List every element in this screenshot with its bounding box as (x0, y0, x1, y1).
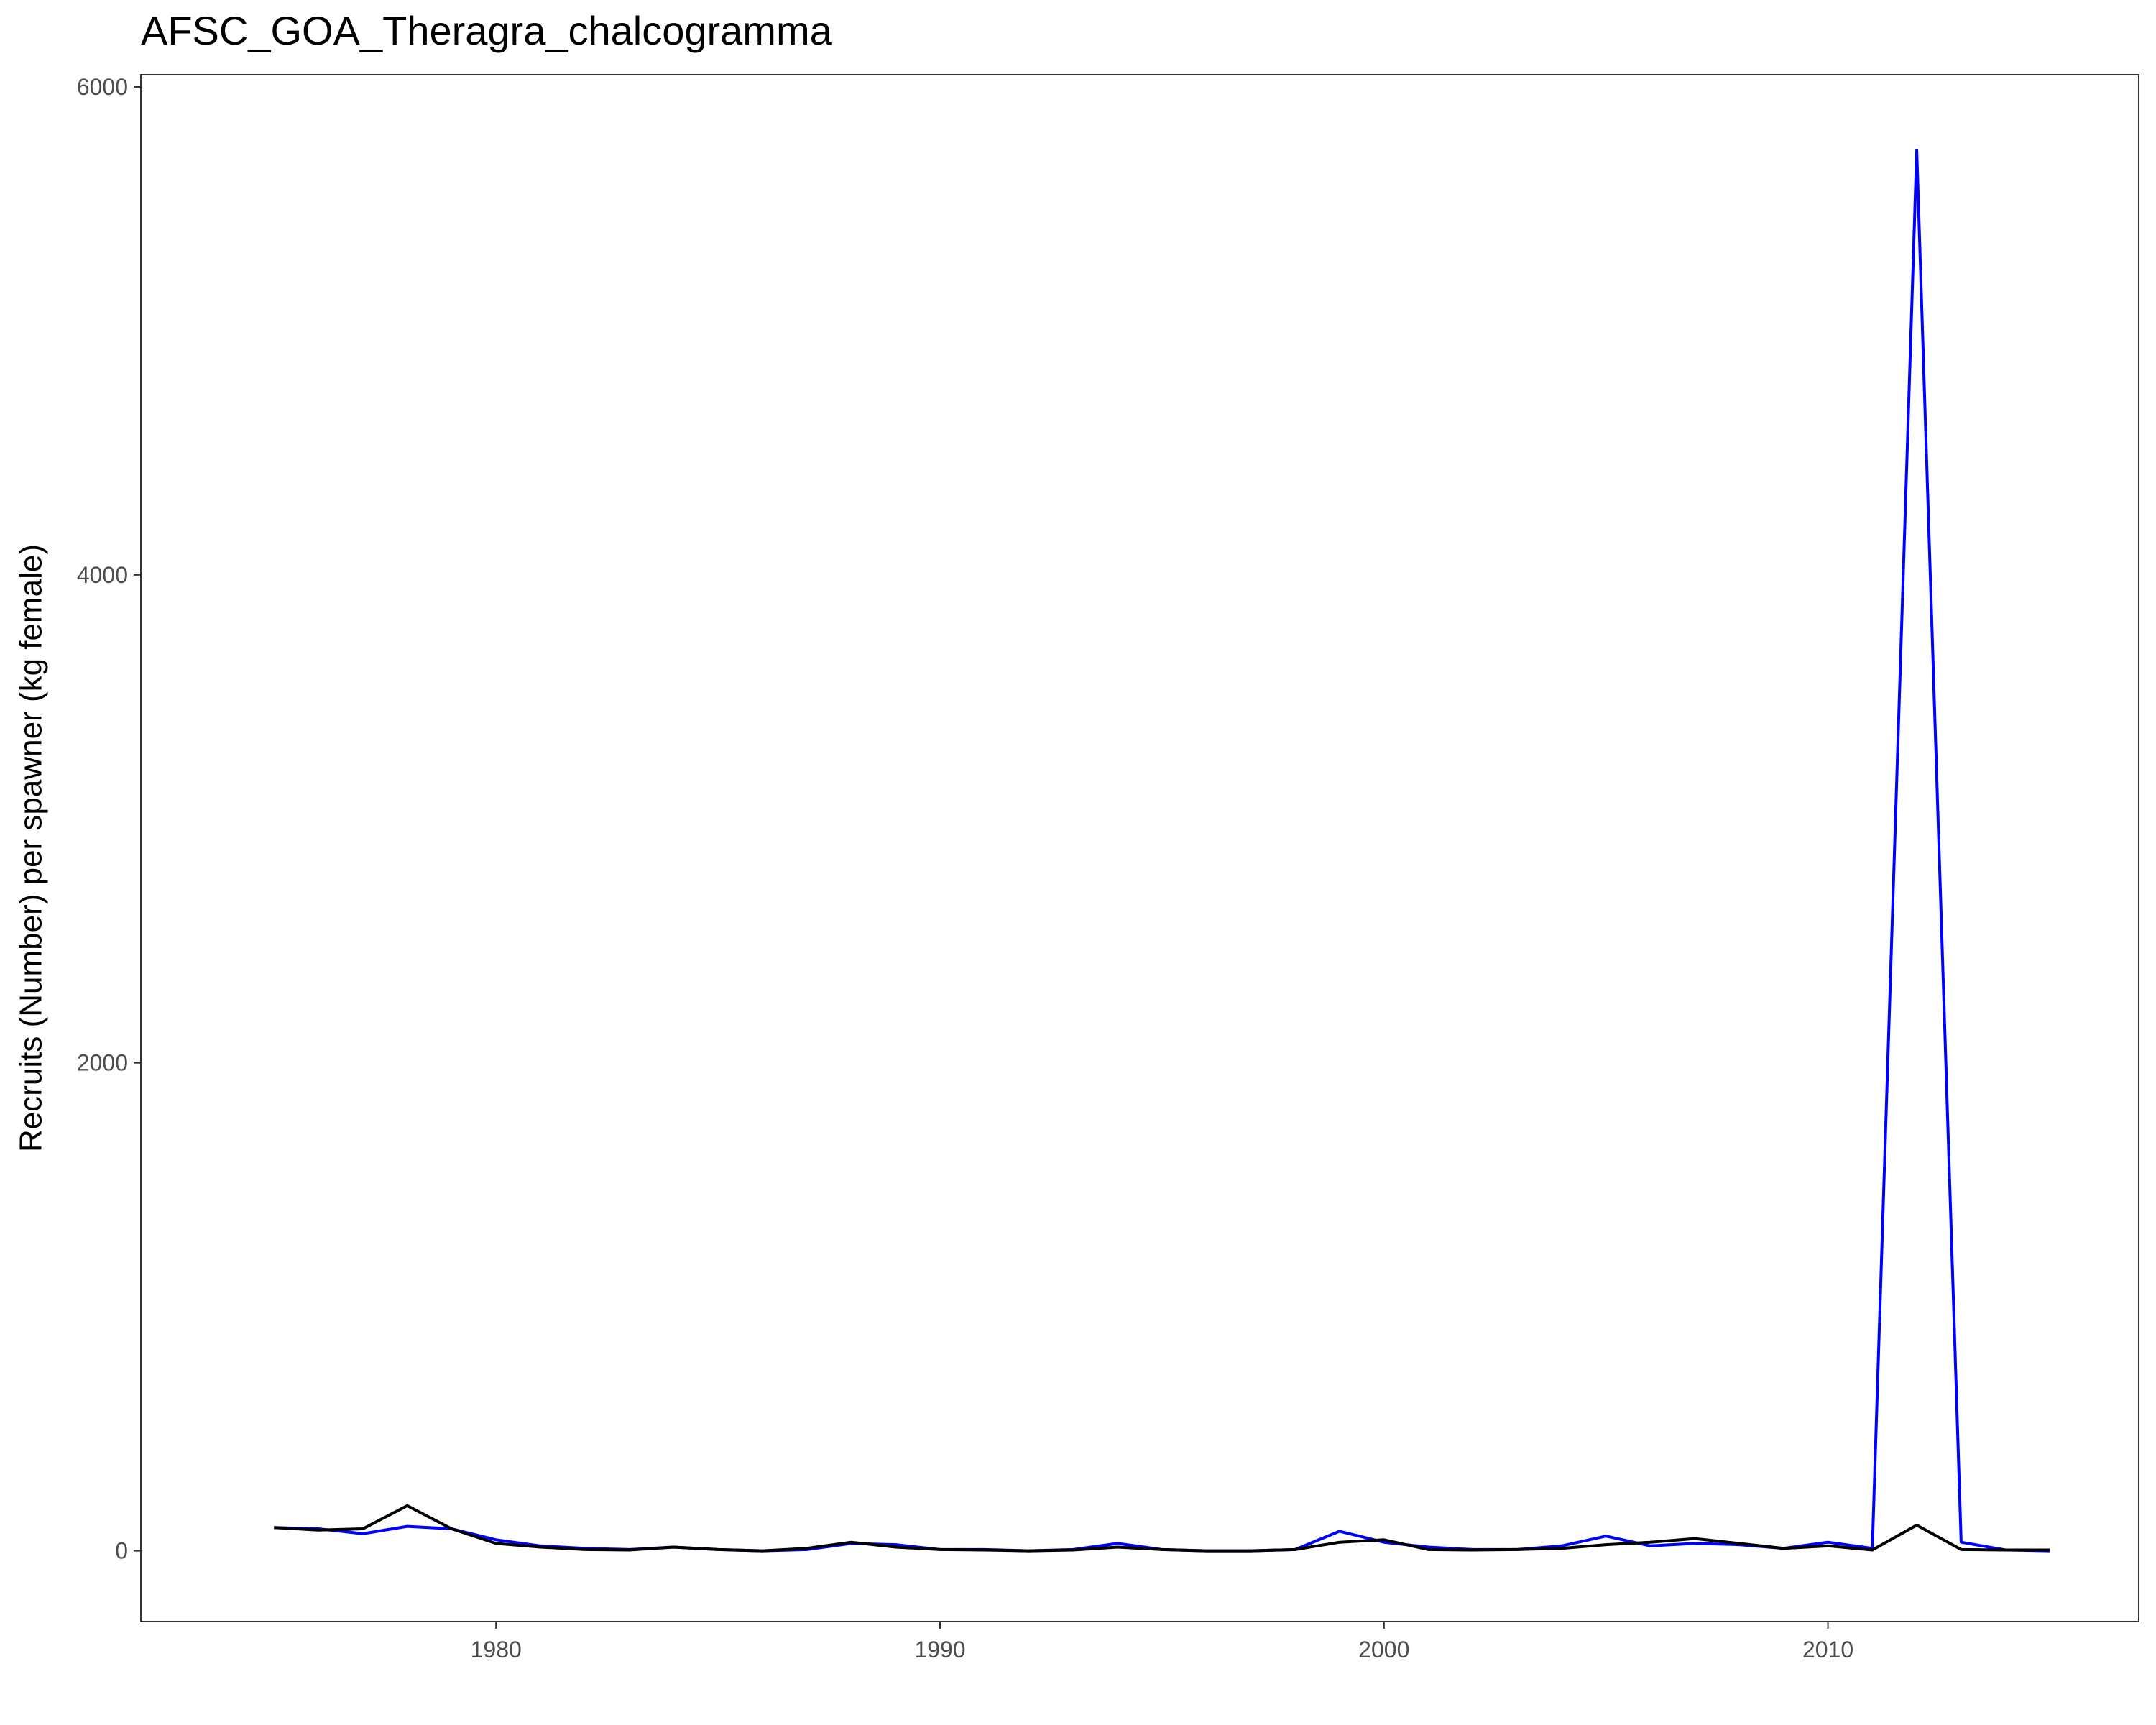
y-tick-label: 2000 (77, 1050, 128, 1076)
x-tick-label: 2000 (1358, 1637, 1409, 1662)
series-layer (274, 149, 2050, 1552)
x-tick-label: 1980 (471, 1637, 522, 1662)
x-tick-label: 1990 (914, 1637, 965, 1662)
x-tick-label: 2010 (1802, 1637, 1853, 1662)
panel-border (140, 74, 2139, 1622)
y-axis-title: Recruits (Number) per spawner (kg female… (14, 544, 49, 1152)
y-tick-label: 6000 (77, 74, 128, 100)
axis-layer: 0 2000 4000 6000 1980 1990 2000 2010 (77, 74, 1853, 1662)
y-tick-label: 4000 (77, 562, 128, 588)
series-line-2 (274, 1504, 2050, 1552)
y-tick-label: 0 (115, 1538, 128, 1564)
series-line-1 (274, 149, 2050, 1552)
chart-title: AFSC_GOA_Theragra_chalcogramma (141, 8, 832, 53)
